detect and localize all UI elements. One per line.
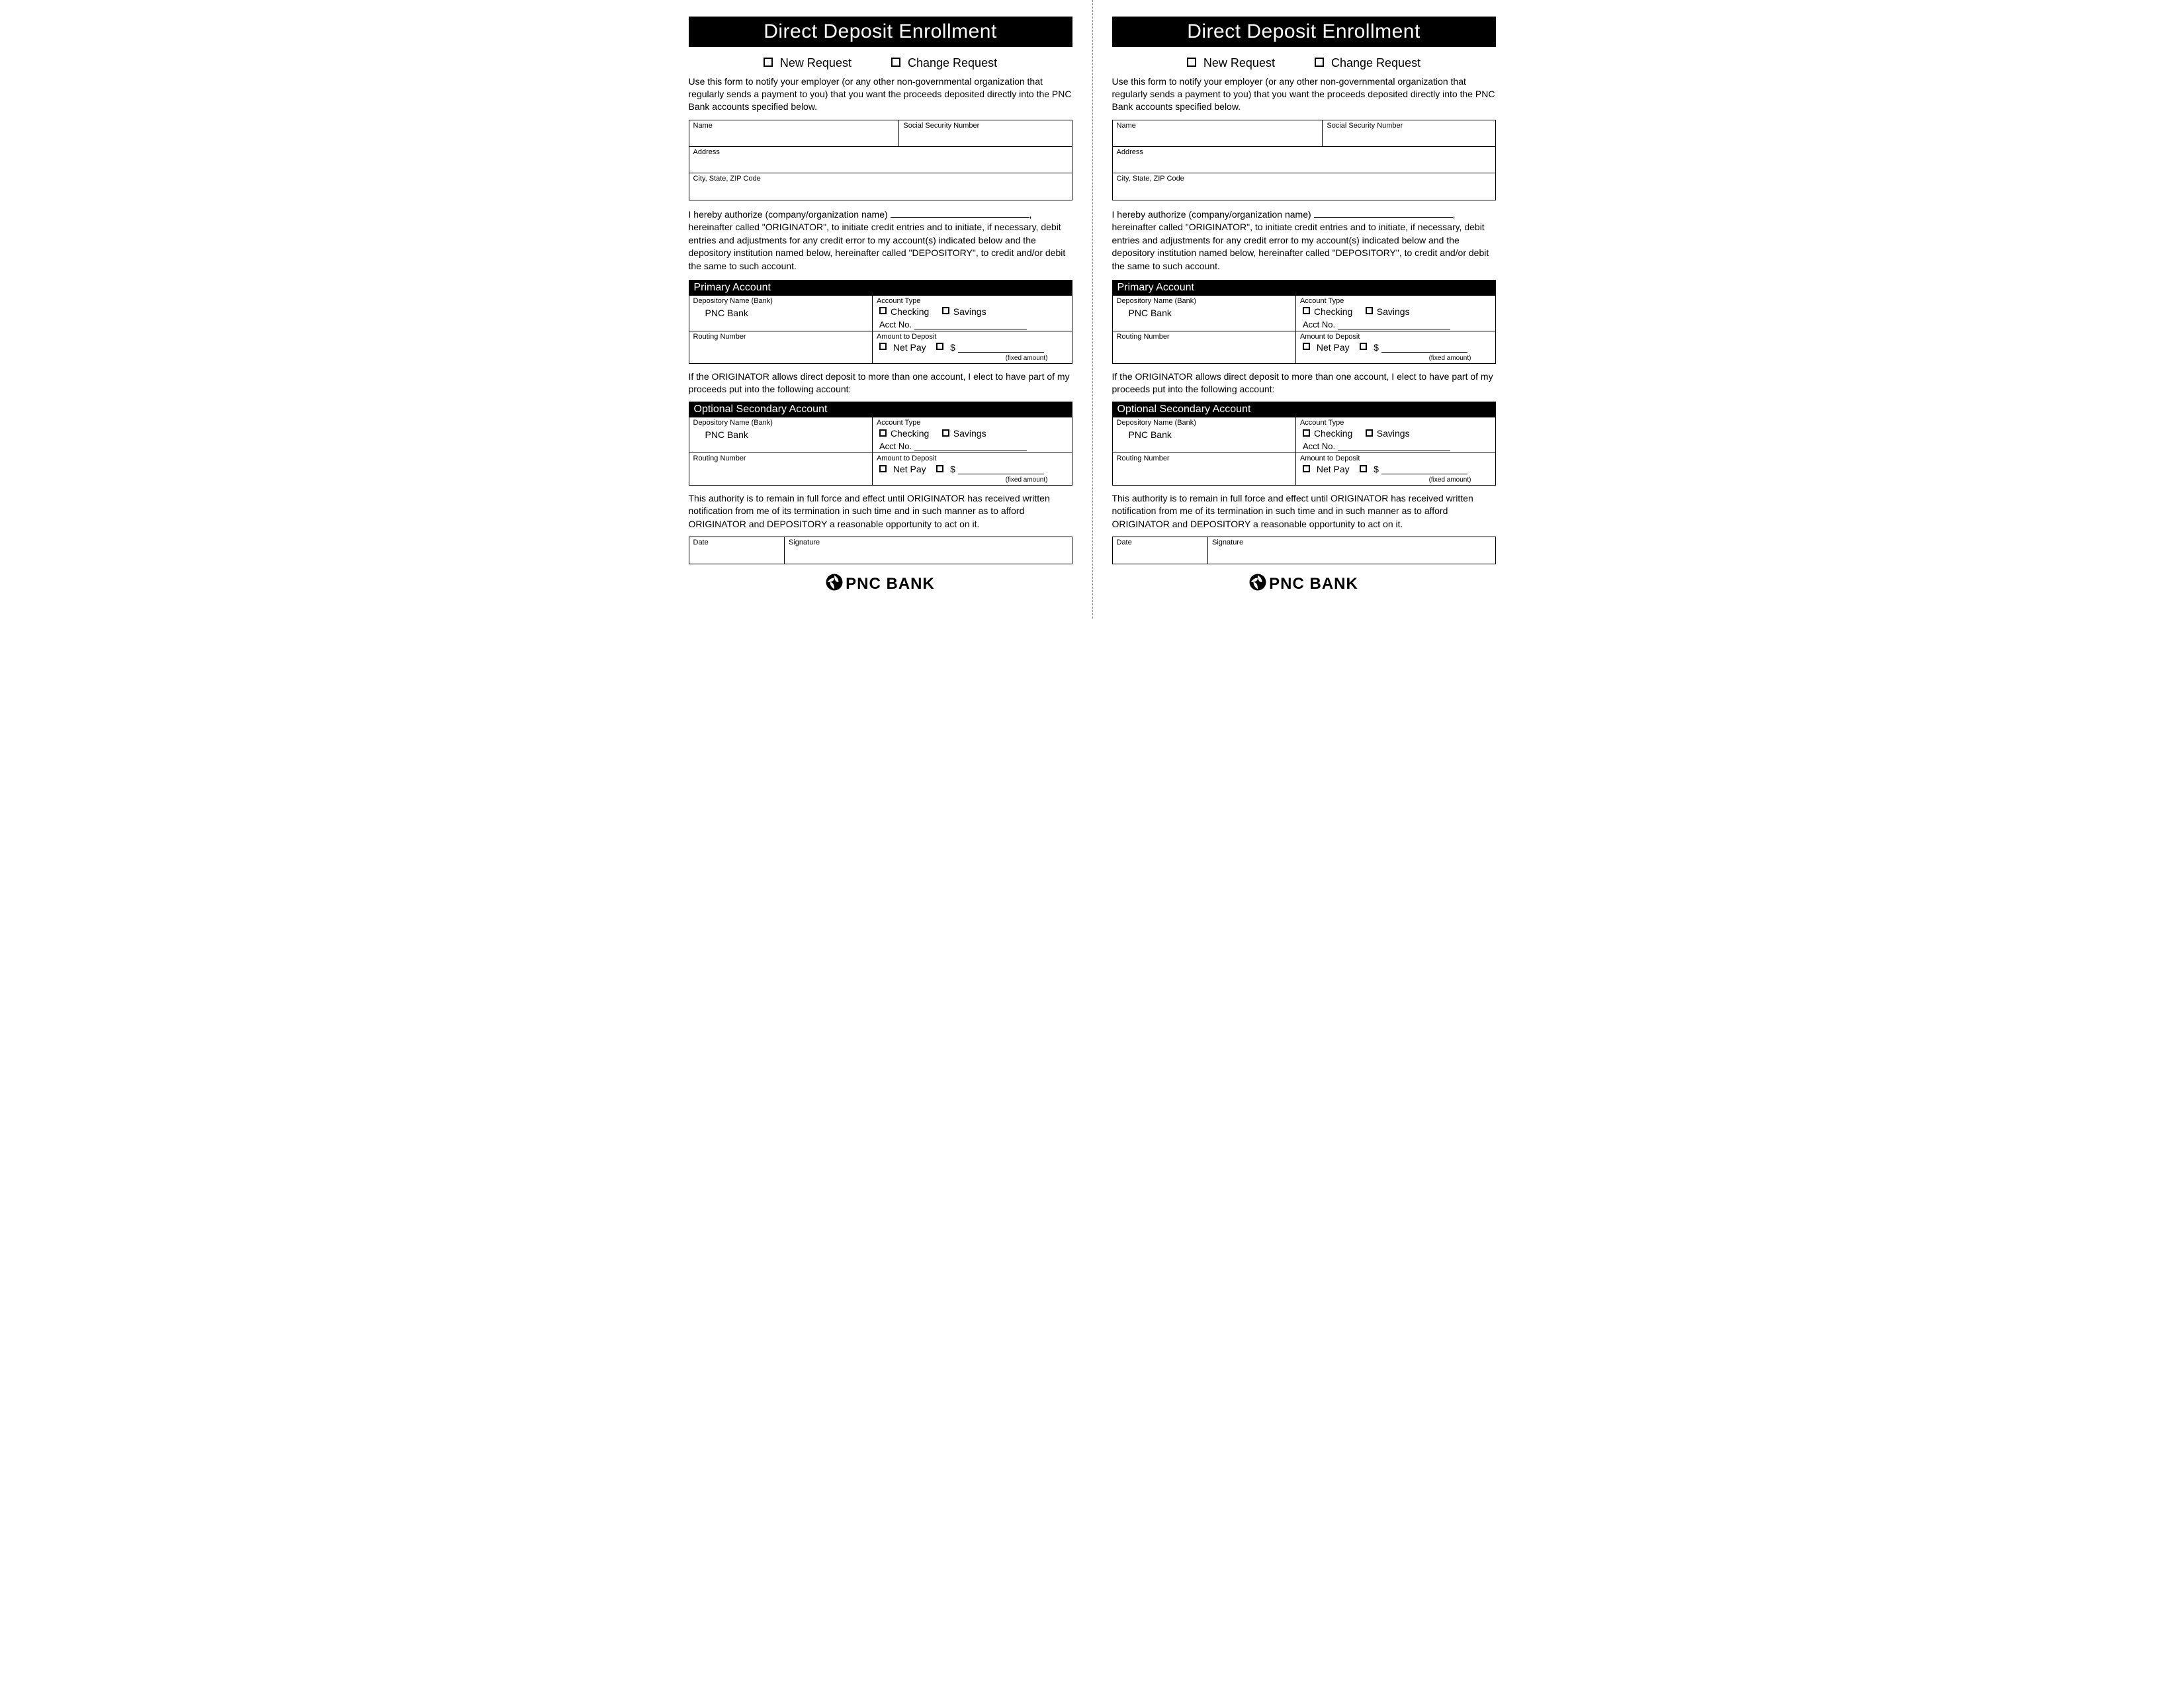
routing-field[interactable]: Routing Number: [689, 453, 873, 485]
new-request-label: New Request: [780, 56, 852, 69]
routing-field[interactable]: Routing Number: [1113, 453, 1296, 485]
checkbox-icon[interactable]: [1360, 465, 1367, 472]
checkbox-icon[interactable]: [879, 343, 887, 350]
pnc-logo: PNC BANK: [689, 574, 1072, 595]
authority-text: This authority is to remain in full forc…: [689, 492, 1072, 531]
change-request-option[interactable]: Change Request: [891, 56, 997, 70]
amount-blank[interactable]: [1381, 352, 1467, 353]
change-request-label: Change Request: [1331, 56, 1420, 69]
depository-field: Depository Name (Bank) PNC Bank: [1113, 296, 1296, 331]
authorization-text: I hereby authorize (company/organization…: [1112, 208, 1496, 273]
new-request-label: New Request: [1203, 56, 1275, 69]
amount-field: Amount to Deposit Net Pay $ (fixed amoun…: [873, 331, 1072, 363]
sheet: Direct Deposit Enrollment New Request Ch…: [669, 0, 1516, 619]
csz-field[interactable]: City, State, ZIP Code: [1113, 173, 1495, 200]
checkbox-icon[interactable]: [942, 429, 949, 437]
title-bar: Direct Deposit Enrollment: [1112, 17, 1496, 47]
intro-text: Use this form to notify your employer (o…: [689, 75, 1072, 113]
secondary-account-header: Optional Secondary Account: [1112, 402, 1496, 417]
primary-account-header: Primary Account: [689, 280, 1072, 296]
amount-field: Amount to Deposit Net Pay $ (fixed amoun…: [873, 453, 1072, 485]
secondary-account-box: Depository Name (Bank) PNC Bank Account …: [689, 417, 1072, 486]
depository-value: PNC Bank: [1117, 427, 1291, 440]
pnc-logo: PNC BANK: [1112, 574, 1496, 595]
date-field[interactable]: Date: [689, 537, 785, 564]
checkbox-icon[interactable]: [936, 465, 943, 472]
signature-box: Date Signature: [1112, 537, 1496, 564]
form-right: Direct Deposit Enrollment New Request Ch…: [1092, 10, 1516, 609]
depository-value: PNC Bank: [693, 427, 868, 440]
checkbox-icon[interactable]: [936, 343, 943, 350]
signature-box: Date Signature: [689, 537, 1072, 564]
checkbox-icon[interactable]: [1360, 343, 1367, 350]
checkbox-icon[interactable]: [891, 58, 900, 67]
title-bar: Direct Deposit Enrollment: [689, 17, 1072, 47]
depository-value: PNC Bank: [1117, 305, 1291, 318]
company-blank[interactable]: [891, 217, 1029, 218]
routing-field[interactable]: Routing Number: [689, 331, 873, 363]
request-row: New Request Change Request: [689, 56, 1072, 70]
depository-value: PNC Bank: [693, 305, 868, 318]
ssn-field[interactable]: Social Security Number: [1323, 120, 1495, 146]
pnc-logo-icon: [826, 574, 843, 595]
request-row: New Request Change Request: [1112, 56, 1496, 70]
amount-field: Amount to Deposit Net Pay $ (fixed amoun…: [1296, 453, 1495, 485]
account-type-field: Account Type Checking Savings Acct No.: [873, 417, 1072, 453]
address-field[interactable]: Address: [689, 147, 1072, 173]
amount-field: Amount to Deposit Net Pay $ (fixed amoun…: [1296, 331, 1495, 363]
primary-account-box: Depository Name (Bank) PNC Bank Account …: [689, 296, 1072, 364]
checkbox-icon[interactable]: [879, 465, 887, 472]
change-request-label: Change Request: [908, 56, 997, 69]
secondary-account-box: Depository Name (Bank) PNC Bank Account …: [1112, 417, 1496, 486]
depository-field: Depository Name (Bank) PNC Bank: [689, 417, 873, 453]
checkbox-icon[interactable]: [1303, 307, 1310, 314]
account-type-field: Account Type Checking Savings Acct No.: [1296, 296, 1495, 331]
secondary-account-header: Optional Secondary Account: [689, 402, 1072, 417]
multi-account-text: If the ORIGINATOR allows direct deposit …: [689, 370, 1072, 396]
primary-account-box: Depository Name (Bank) PNC Bank Account …: [1112, 296, 1496, 364]
checkbox-icon[interactable]: [1315, 58, 1324, 67]
signature-field[interactable]: Signature: [1208, 537, 1495, 564]
checkbox-icon[interactable]: [942, 307, 949, 314]
checkbox-icon[interactable]: [764, 58, 773, 67]
amount-blank[interactable]: [958, 352, 1044, 353]
routing-field[interactable]: Routing Number: [1113, 331, 1296, 363]
account-type-field: Account Type Checking Savings Acct No.: [1296, 417, 1495, 453]
checkbox-icon[interactable]: [1187, 58, 1196, 67]
signature-field[interactable]: Signature: [785, 537, 1072, 564]
identity-box: Name Social Security Number Address City…: [1112, 120, 1496, 200]
account-type-field: Account Type Checking Savings Acct No.: [873, 296, 1072, 331]
company-blank[interactable]: [1314, 217, 1453, 218]
perforation-divider: [1092, 0, 1093, 619]
depository-field: Depository Name (Bank) PNC Bank: [689, 296, 873, 331]
checkbox-icon[interactable]: [1366, 429, 1373, 437]
checkbox-icon[interactable]: [879, 307, 887, 314]
change-request-option[interactable]: Change Request: [1315, 56, 1420, 70]
checkbox-icon[interactable]: [1303, 429, 1310, 437]
primary-account-header: Primary Account: [1112, 280, 1496, 296]
new-request-option[interactable]: New Request: [764, 56, 852, 70]
date-field[interactable]: Date: [1113, 537, 1209, 564]
ssn-field[interactable]: Social Security Number: [899, 120, 1071, 146]
authorization-text: I hereby authorize (company/organization…: [689, 208, 1072, 273]
pnc-logo-icon: [1249, 574, 1266, 595]
new-request-option[interactable]: New Request: [1187, 56, 1275, 70]
address-field[interactable]: Address: [1113, 147, 1495, 173]
csz-field[interactable]: City, State, ZIP Code: [689, 173, 1072, 200]
checkbox-icon[interactable]: [879, 429, 887, 437]
multi-account-text: If the ORIGINATOR allows direct deposit …: [1112, 370, 1496, 396]
intro-text: Use this form to notify your employer (o…: [1112, 75, 1496, 113]
name-field[interactable]: Name: [1113, 120, 1323, 146]
checkbox-icon[interactable]: [1366, 307, 1373, 314]
authority-text: This authority is to remain in full forc…: [1112, 492, 1496, 531]
form-left: Direct Deposit Enrollment New Request Ch…: [669, 10, 1092, 609]
identity-box: Name Social Security Number Address City…: [689, 120, 1072, 200]
name-field[interactable]: Name: [689, 120, 900, 146]
checkbox-icon[interactable]: [1303, 343, 1310, 350]
depository-field: Depository Name (Bank) PNC Bank: [1113, 417, 1296, 453]
checkbox-icon[interactable]: [1303, 465, 1310, 472]
